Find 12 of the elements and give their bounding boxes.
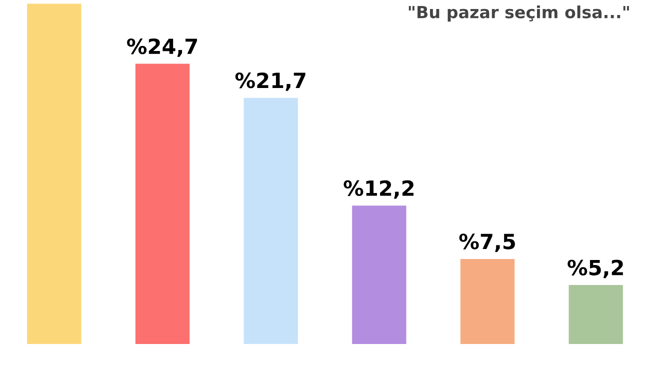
bar (568, 285, 623, 344)
data-label: %7,5 (459, 234, 515, 252)
data-label: %5,2 (568, 260, 623, 278)
bar (352, 206, 406, 344)
bar (135, 64, 190, 344)
bar (460, 258, 515, 344)
chart-title: "Bu pazar seçim olsa..." (408, 5, 629, 22)
bar (244, 98, 298, 344)
data-label: %12,2 (344, 180, 414, 199)
bar (27, 4, 82, 344)
data-label: %24,7 (127, 38, 197, 57)
data-label: %21,7 (235, 72, 306, 91)
